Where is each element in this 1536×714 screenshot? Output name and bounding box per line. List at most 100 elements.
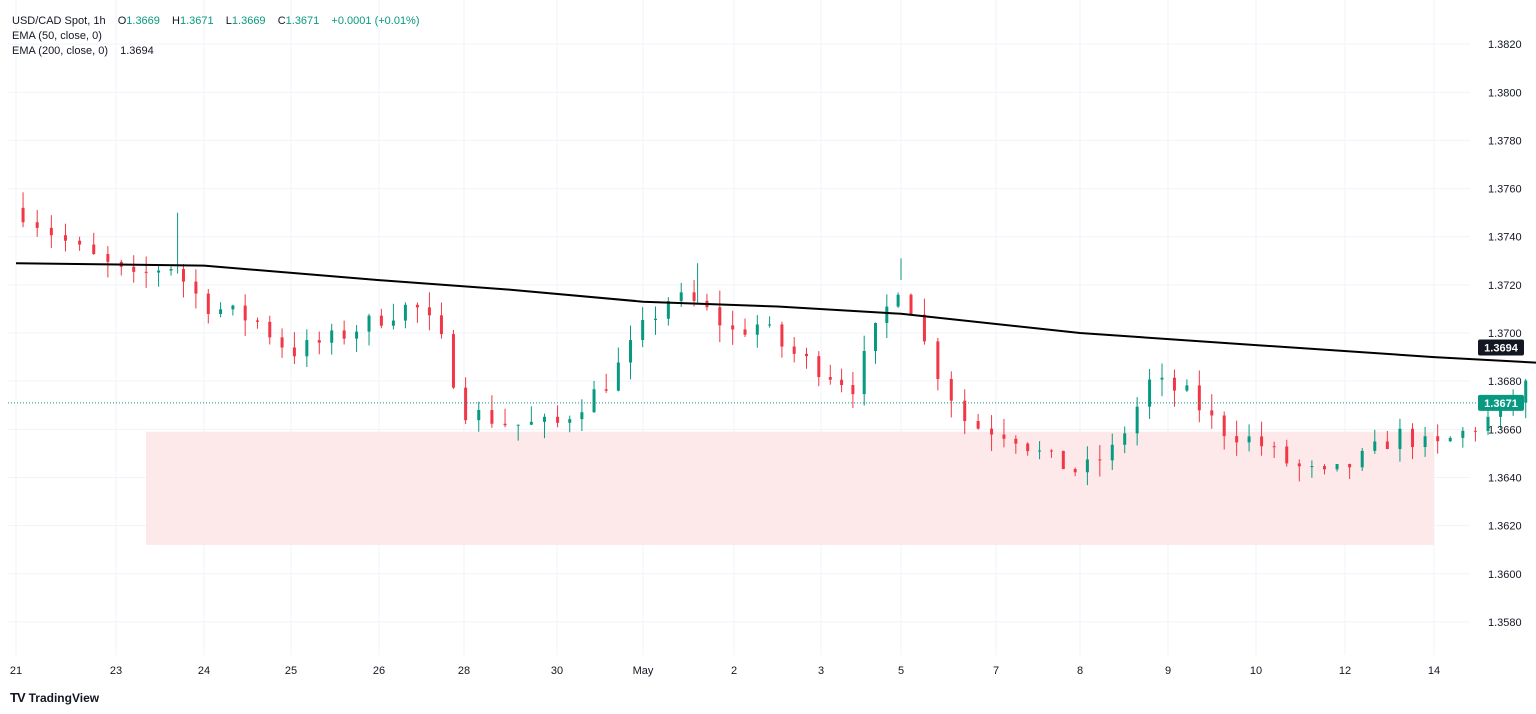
candle <box>1073 467 1077 477</box>
candle <box>439 302 443 339</box>
x-tick-label: 3 <box>818 665 824 677</box>
candle-body <box>909 294 913 315</box>
y-tick-label: 1.3740 <box>1488 232 1522 244</box>
candle <box>949 371 953 418</box>
ohlc-change: +0.0001 <box>331 15 372 27</box>
candle <box>1222 411 1226 450</box>
last-price-label-bg <box>1478 394 1524 411</box>
candle <box>1135 397 1139 446</box>
candle-body <box>874 322 878 352</box>
ohlc-change-pct: (+0.01%) <box>374 15 420 27</box>
candle-body <box>1297 463 1301 467</box>
x-tick-label: 12 <box>1339 665 1351 677</box>
indicator-ema50-name: EMA (50, close, 0) <box>12 30 102 42</box>
ohlc-high-key: H <box>172 15 180 27</box>
candle-body <box>268 321 272 338</box>
candle <box>1235 420 1239 456</box>
candle <box>451 329 455 389</box>
candle <box>63 223 67 252</box>
indicator-ema200-value: 1.3694 <box>120 45 154 57</box>
candle-body <box>1335 464 1339 470</box>
y-tick-label: 1.3680 <box>1488 376 1522 388</box>
candle-body <box>828 377 832 380</box>
y-tick-label: 1.3820 <box>1488 39 1522 51</box>
candle-body <box>629 340 633 363</box>
candle-body <box>439 315 443 335</box>
candle-body <box>63 235 67 241</box>
ema200-price-label-text: 1.3694 <box>1484 342 1519 354</box>
candle-body <box>963 400 967 422</box>
candle <box>1197 370 1201 423</box>
candle <box>529 406 533 426</box>
candle <box>874 322 878 364</box>
candle <box>1285 439 1289 467</box>
candle <box>243 294 247 337</box>
candle-body <box>355 331 359 339</box>
candle-body <box>477 409 481 421</box>
indicator-ema200-name: EMA (200, close, 0) <box>12 45 108 57</box>
candle <box>1026 442 1030 456</box>
indicator-ema50[interactable]: EMA (50, close, 0) <box>12 29 420 44</box>
candle-body <box>1123 433 1127 445</box>
candle <box>427 292 431 331</box>
candle-body <box>206 293 210 315</box>
candle <box>792 337 796 363</box>
candle-body <box>78 240 82 245</box>
candle-body <box>1322 466 1326 470</box>
candle <box>743 318 747 338</box>
candle <box>963 389 967 435</box>
x-tick-label: 23 <box>110 665 122 677</box>
tradingview-logo-icon: TV <box>10 690 26 705</box>
candle-body <box>1411 428 1415 448</box>
candle <box>805 347 808 369</box>
x-tick-label: 8 <box>1077 665 1083 677</box>
candle-body <box>219 309 223 315</box>
candle <box>705 293 709 311</box>
y-axis[interactable]: 1.3820 1.3800 1.3780 1.3760 1.3740 1.3720 1.37… <box>1488 39 1522 629</box>
candle <box>391 303 395 330</box>
candle-body <box>792 346 796 354</box>
candle <box>896 292 900 308</box>
candle <box>718 290 722 343</box>
candle-body <box>1385 441 1389 449</box>
candle <box>1385 430 1389 450</box>
candle-body <box>1235 436 1239 443</box>
candle <box>157 264 161 287</box>
candle-body <box>1260 436 1264 447</box>
candle <box>1398 418 1402 462</box>
candle <box>292 332 296 365</box>
x-tick-label: 25 <box>285 665 297 677</box>
candle-body <box>529 421 533 425</box>
candle-body <box>330 330 334 343</box>
ema200-price-label: 1.3694 <box>1478 339 1524 356</box>
candle-body <box>157 270 161 273</box>
x-axis[interactable]: 21 23 24 25 26 28 30 May 2 3 5 7 8 9 10 12 14 <box>10 665 1440 677</box>
interval[interactable]: 1h <box>93 15 106 27</box>
candle <box>255 317 259 329</box>
symbol-name[interactable]: USD/CAD Spot <box>12 15 88 27</box>
candle-body <box>49 227 53 236</box>
candle <box>206 289 210 324</box>
candle-body <box>1436 436 1440 442</box>
candle-body <box>194 281 198 294</box>
candle-body <box>92 244 96 255</box>
candle-body <box>1423 436 1427 448</box>
x-tick-label: 10 <box>1250 665 1262 677</box>
candle-body <box>840 379 844 386</box>
candle <box>49 215 53 248</box>
candle <box>1148 368 1152 419</box>
candle <box>731 310 735 345</box>
candle-body <box>1524 380 1528 403</box>
candle-body <box>1185 385 1189 391</box>
candle <box>653 306 657 335</box>
tradingview-brand[interactable]: TV TradingView <box>10 690 99 705</box>
candle <box>78 236 82 251</box>
x-tick-label: 30 <box>551 665 563 677</box>
candle-body <box>568 419 572 423</box>
candle-body <box>922 314 926 342</box>
indicator-ema200[interactable]: EMA (200, close, 0) 1.3694 <box>12 44 420 59</box>
candle-body <box>106 254 110 262</box>
ohlc-low-key: L <box>225 15 232 27</box>
candle <box>516 424 520 441</box>
